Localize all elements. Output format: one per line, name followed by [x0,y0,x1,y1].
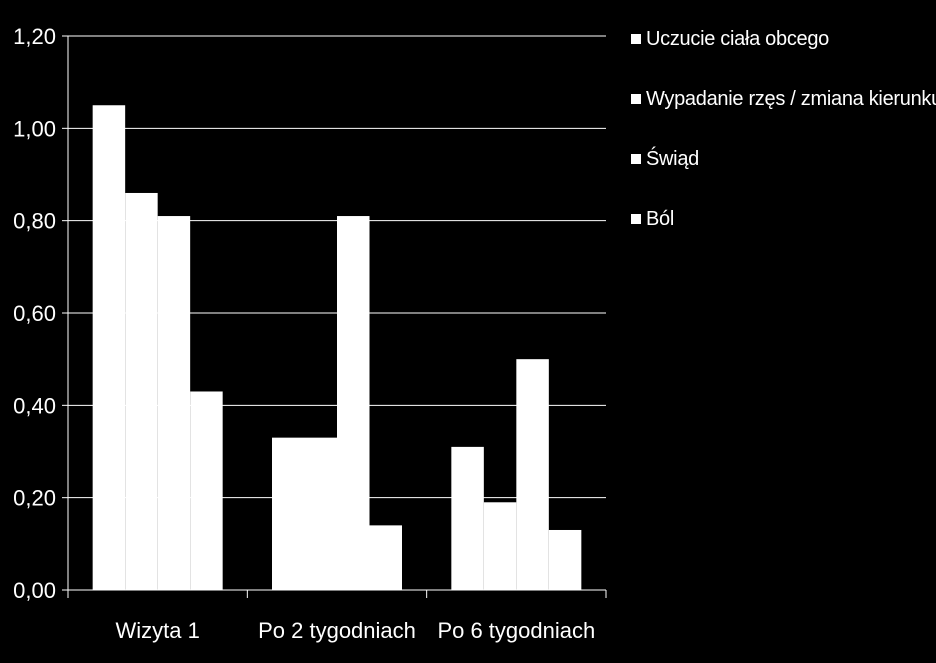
y-tick-label: 0,20 [13,486,56,511]
x-category-label: Po 6 tygodniach [437,618,595,643]
legend-item: Ból [631,204,936,234]
legend-label: Świąd [646,148,699,170]
y-tick-label: 0,40 [13,393,56,418]
bar [451,446,484,590]
bar [337,216,370,591]
legend-swatch [631,214,641,224]
legend-item: Uczucie ciała obcego [631,24,936,54]
y-tick-labels: 0,00 0,20 0,40 0,60 0,80 1,00 1,20 [13,24,56,603]
legend: Uczucie ciała obcego Wypadanie rzęs / zmi… [631,24,936,264]
legend-swatch [631,34,641,44]
x-category-label: Wizyta 1 [115,618,199,643]
bar [483,502,517,590]
bar [548,529,582,590]
bar [369,525,402,590]
legend-swatch [631,154,641,164]
x-category-label: Po 2 tygodniach [258,618,416,643]
bar [125,192,158,590]
bar [157,216,191,591]
x-category-labels: Wizyta 1 Po 2 tygodniach Po 6 tygodniach [115,618,595,643]
legend-item: Wypadanie rzęs / zmiana kierunku [631,84,936,114]
bars [92,105,582,591]
bar [516,359,549,590]
legend-label: Uczucie ciała obcego [646,28,829,50]
y-tick-label: 1,20 [13,24,56,49]
legend-swatch [631,94,641,104]
legend-label: Wypadanie rzęs / zmiana kierunku [646,88,936,110]
y-tick-label: 0,60 [13,301,56,326]
axes [62,35,607,598]
y-tick-label: 0,00 [13,578,56,603]
bar [272,437,305,590]
y-tick-label: 0,80 [13,209,56,234]
legend-label: Ból [646,208,675,230]
bar [92,105,126,590]
bar [304,437,337,590]
y-tick-label: 1,00 [13,116,56,141]
bar [190,391,223,590]
legend-item: Świąd [631,144,936,174]
